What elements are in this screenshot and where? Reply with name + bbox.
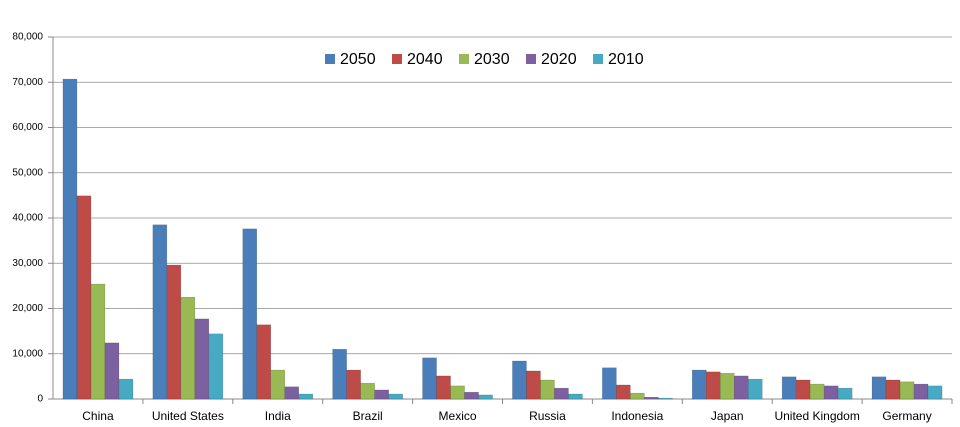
bar bbox=[748, 378, 763, 400]
bar bbox=[899, 381, 915, 400]
bar bbox=[734, 375, 749, 400]
bar bbox=[284, 386, 299, 400]
bar bbox=[118, 378, 134, 400]
bar bbox=[208, 333, 224, 400]
legend-label: 2030 bbox=[474, 51, 510, 68]
y-tick-label: 20,000 bbox=[12, 303, 43, 314]
y-tick-label: 80,000 bbox=[12, 32, 43, 43]
bar bbox=[90, 283, 106, 400]
bar bbox=[602, 367, 617, 400]
bar bbox=[795, 379, 811, 400]
x-tick-label: Japan bbox=[711, 409, 744, 423]
bar bbox=[194, 318, 210, 400]
y-tick-label: 50,000 bbox=[12, 167, 43, 178]
bar bbox=[658, 397, 673, 400]
bar bbox=[871, 376, 887, 400]
bar bbox=[270, 369, 285, 400]
y-tick-label: 40,000 bbox=[12, 213, 43, 224]
x-tick-label: Russia bbox=[529, 409, 566, 423]
y-tick-label: 70,000 bbox=[12, 77, 43, 88]
bar bbox=[616, 384, 631, 400]
bar bbox=[62, 78, 78, 400]
bar bbox=[256, 324, 271, 400]
legend-label: 2050 bbox=[340, 51, 376, 68]
x-tick-label: United Kingdom bbox=[774, 409, 859, 423]
bar bbox=[180, 296, 196, 400]
bar bbox=[360, 382, 375, 400]
legend-swatch bbox=[593, 54, 603, 64]
bar bbox=[512, 360, 527, 400]
x-tick-label: United States bbox=[152, 409, 224, 423]
bar bbox=[436, 375, 451, 400]
bar bbox=[374, 389, 389, 400]
legend-swatch bbox=[325, 54, 335, 64]
x-tick-label: Indonesia bbox=[611, 409, 663, 423]
bar bbox=[781, 376, 797, 400]
bar bbox=[76, 195, 92, 400]
y-tick-label: 30,000 bbox=[12, 258, 43, 269]
bar bbox=[554, 387, 569, 400]
x-tick-label: Germany bbox=[882, 409, 931, 423]
bar bbox=[450, 385, 465, 400]
bar bbox=[526, 370, 541, 400]
bar bbox=[388, 393, 403, 400]
bar bbox=[104, 342, 120, 400]
bar bbox=[540, 379, 555, 400]
bar bbox=[166, 264, 182, 400]
y-tick-label: 60,000 bbox=[12, 122, 43, 133]
legend-label: 2020 bbox=[541, 51, 577, 68]
bar bbox=[644, 396, 659, 400]
bar bbox=[823, 385, 839, 400]
y-tick-label: 0 bbox=[37, 394, 43, 405]
bar bbox=[332, 348, 347, 400]
legend-swatch bbox=[526, 54, 536, 64]
bar bbox=[692, 369, 707, 400]
bar bbox=[478, 394, 493, 400]
legend-label: 2010 bbox=[608, 51, 644, 68]
bar bbox=[927, 385, 943, 400]
bar bbox=[422, 357, 437, 400]
bar bbox=[913, 383, 929, 400]
bar bbox=[885, 379, 901, 400]
bar bbox=[837, 387, 853, 400]
bar bbox=[809, 383, 825, 400]
bar bbox=[706, 371, 721, 400]
bar bbox=[464, 391, 479, 400]
x-tick-label: Brazil bbox=[353, 409, 383, 423]
bar bbox=[568, 393, 583, 400]
x-tick-label: Mexico bbox=[439, 409, 477, 423]
bar bbox=[242, 228, 257, 400]
bar bbox=[152, 224, 168, 400]
legend-label: 2040 bbox=[407, 51, 443, 68]
bar bbox=[630, 392, 645, 400]
legend-swatch bbox=[459, 54, 469, 64]
bar bbox=[720, 372, 735, 400]
x-tick-label: China bbox=[82, 409, 114, 423]
x-tick-label: India bbox=[265, 409, 291, 423]
bar bbox=[346, 369, 361, 400]
legend-swatch bbox=[392, 54, 402, 64]
bar bbox=[298, 393, 313, 400]
y-tick-label: 10,000 bbox=[12, 348, 43, 359]
